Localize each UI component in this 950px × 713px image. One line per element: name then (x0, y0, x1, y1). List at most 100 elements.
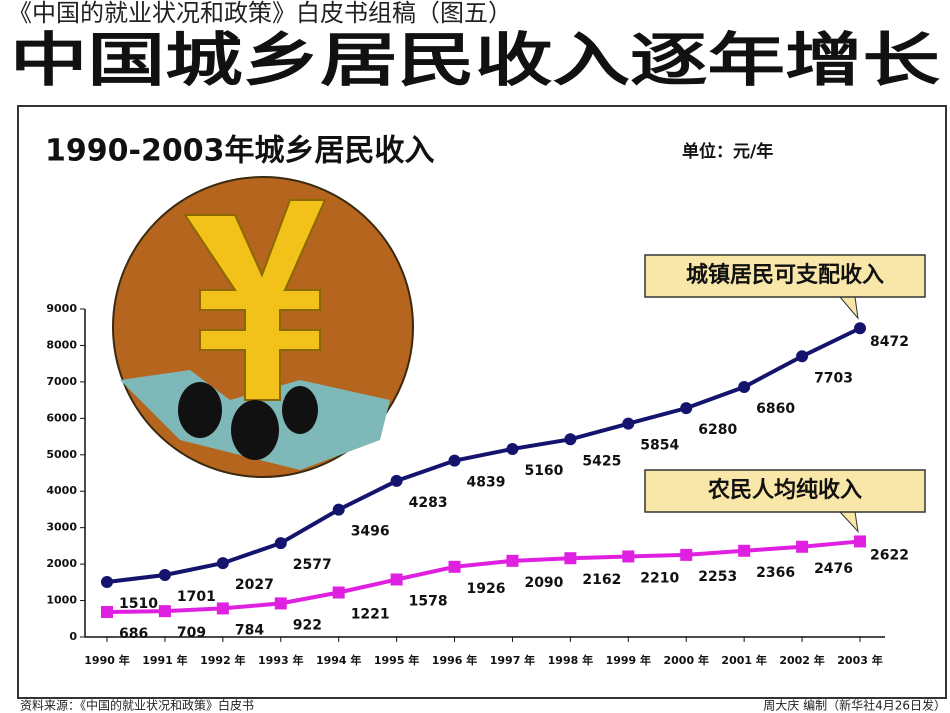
chart-title: 1990-2003年城乡居民收入 (45, 134, 434, 169)
point (390, 573, 403, 586)
x-tick-label: 2003 年 (837, 653, 882, 667)
point (216, 557, 229, 570)
value-label: 1701 (177, 589, 216, 605)
value-label: 4839 (467, 475, 506, 491)
x-tick-label: 1995 年 (374, 653, 419, 667)
point (506, 442, 519, 455)
x-tick-label: 1998 年 (548, 653, 593, 667)
value-label: 6280 (698, 422, 737, 438)
y-tick-label: 5000 (46, 448, 77, 461)
point (101, 605, 113, 618)
point (274, 537, 287, 550)
value-label: 5160 (524, 463, 563, 479)
value-label: 2090 (524, 575, 563, 591)
point (390, 474, 403, 487)
x-tick-label: 1993 年 (258, 653, 303, 667)
value-label: 2622 (870, 547, 909, 563)
y-tick-label: 8000 (46, 338, 77, 351)
x-tick-label: 1997 年 (490, 653, 535, 667)
yen-symbol (183, 199, 327, 401)
point (622, 417, 635, 430)
x-tick-label: 1996 年 (432, 653, 477, 667)
x-tick-label: 1999 年 (606, 653, 651, 667)
value-label: 2476 (814, 561, 853, 577)
value-label: 2577 (293, 557, 332, 573)
y-tick-label: 2000 (46, 557, 77, 570)
value-label: 2027 (235, 577, 274, 593)
point (796, 540, 809, 553)
x-tick-label: 1991 年 (142, 653, 187, 667)
source-note: 资料来源：《中国的就业状况和政策》白皮书 (20, 698, 254, 713)
point (738, 544, 751, 557)
point (854, 322, 866, 335)
y-tick-label: 4000 (46, 484, 77, 497)
x-tick-label: 1990 年 (84, 653, 129, 667)
y-tick-label: 7000 (46, 375, 77, 388)
point (101, 575, 113, 588)
wheel (178, 382, 222, 438)
point (506, 554, 519, 567)
callout-pointer (839, 511, 859, 533)
point (332, 503, 345, 516)
point (448, 560, 461, 573)
value-label: 3496 (351, 524, 390, 540)
point (448, 454, 461, 467)
x-tick-label: 2002 年 (779, 653, 824, 667)
unit-label: 单位：元/年 (682, 141, 773, 162)
point (564, 433, 577, 446)
point (332, 586, 345, 599)
value-label: 8472 (870, 334, 909, 350)
point (158, 569, 171, 582)
legend-label: 农民人均纯收入 (707, 477, 862, 503)
point (680, 548, 693, 561)
value-label: 5425 (582, 453, 621, 469)
point (622, 550, 635, 563)
x-tick-label: 2000 年 (664, 653, 709, 667)
value-label: 1926 (467, 581, 506, 597)
y-tick-label: 1000 (46, 594, 77, 607)
value-label: 1578 (409, 593, 448, 609)
value-label: 1221 (351, 607, 390, 623)
headline: 中国城乡居民收入逐年增长 (10, 26, 940, 94)
callout-box (644, 469, 926, 513)
wheel (282, 386, 318, 434)
legend-label: 城镇居民可支配收入 (686, 262, 884, 288)
value-label: 784 (235, 622, 264, 638)
illustration (112, 176, 414, 478)
supertitle: 《中国的就业状况和政策》白皮书组稿（图五） (8, 0, 512, 27)
value-label: 7703 (814, 370, 853, 386)
wheel (231, 400, 279, 460)
value-label: 2366 (756, 565, 795, 581)
value-label: 2162 (582, 572, 621, 588)
x-tick-label: 1994 年 (316, 653, 361, 667)
x-tick-label: 1992 年 (200, 653, 245, 667)
point (738, 380, 751, 393)
point (564, 552, 577, 565)
value-label: 5854 (640, 438, 679, 454)
value-label: 922 (293, 617, 322, 633)
y-tick-label: 3000 (46, 521, 77, 534)
point (274, 597, 287, 610)
value-label: 686 (119, 626, 148, 642)
value-label: 6860 (756, 401, 795, 417)
point (854, 535, 866, 548)
point (796, 350, 809, 363)
point (680, 402, 693, 415)
series-line (106, 539, 861, 614)
y-tick-label: 9000 (46, 302, 77, 315)
callout-box (644, 254, 926, 298)
point (158, 605, 171, 618)
value-label: 709 (177, 625, 206, 641)
y-tick-label: 0 (69, 630, 77, 643)
value-label: 2210 (640, 570, 679, 586)
y-tick-label: 6000 (46, 411, 77, 424)
value-label: 4283 (409, 495, 448, 511)
value-label: 1510 (119, 596, 158, 612)
callout-pointer (839, 296, 859, 320)
credit-note: 周大庆 编制（新华社4月26日发） (763, 698, 946, 713)
series-line (106, 326, 861, 584)
point (216, 602, 229, 615)
value-label: 2253 (698, 569, 737, 585)
